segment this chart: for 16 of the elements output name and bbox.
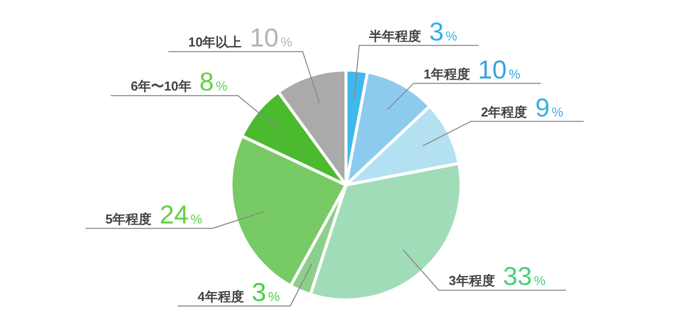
data-label: 3% (252, 277, 280, 307)
slice-label: 10年以上 (188, 34, 242, 50)
slice-label: 5年程度 (105, 211, 152, 226)
data-label: 8% (199, 66, 228, 97)
slice-label: 2年程度 (481, 104, 528, 120)
slice-label: 1年程度 (424, 66, 470, 82)
data-label: 24% (160, 199, 203, 230)
slice-label: 6年〜10年 (130, 78, 192, 94)
slice-label: 3年程度 (448, 273, 496, 288)
data-label: 10% (250, 22, 293, 53)
data-label: 33% (503, 261, 546, 292)
slice-label: 4年程度 (198, 289, 244, 304)
data-label: 10% (478, 54, 521, 84)
data-label: 9% (535, 92, 564, 122)
data-label: 3% (429, 16, 458, 46)
slice-label: 半年程度 (368, 28, 422, 44)
